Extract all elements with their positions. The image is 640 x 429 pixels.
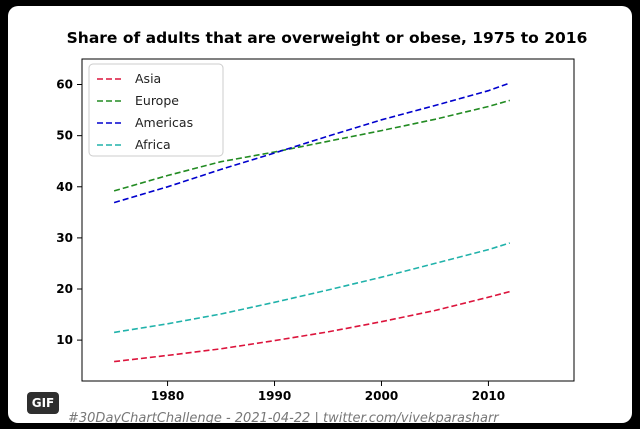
x-tick-label: 2000 [365,389,398,403]
legend-label-asia: Asia [135,71,161,86]
x-tick-label: 2010 [472,389,505,403]
series-line-americas [113,82,511,204]
legend-label-europe: Europe [135,93,179,108]
legend-label-africa: Africa [135,137,171,152]
footer-credit: #30DayChartChallenge - 2021-04-22 | twit… [68,411,499,423]
chart-title: Share of adults that are overweight or o… [67,29,588,47]
plot-frame [81,58,575,382]
chart-card: Share of adults that are overweight or o… [8,6,632,423]
x-tick-label: 1980 [151,389,184,403]
series-line-asia [114,290,511,363]
chart-svg: Share of adults that are overweight or o… [56,29,588,403]
gif-badge[interactable]: GIF [27,392,59,414]
legend-label-americas: Americas [135,115,193,130]
y-tick-label: 60 [56,78,73,92]
y-tick-label: 30 [56,231,73,245]
legend: Asia Europe Americas Africa [88,63,224,157]
y-tick-label: 40 [56,180,73,194]
series-line-africa [113,242,511,334]
legend-box [88,63,224,157]
y-tick-label: 20 [56,282,73,296]
x-tick-label: 1990 [258,389,291,403]
y-tick-label: 50 [56,129,73,143]
y-tick-label: 10 [56,333,73,347]
series-line-europe [113,99,511,192]
